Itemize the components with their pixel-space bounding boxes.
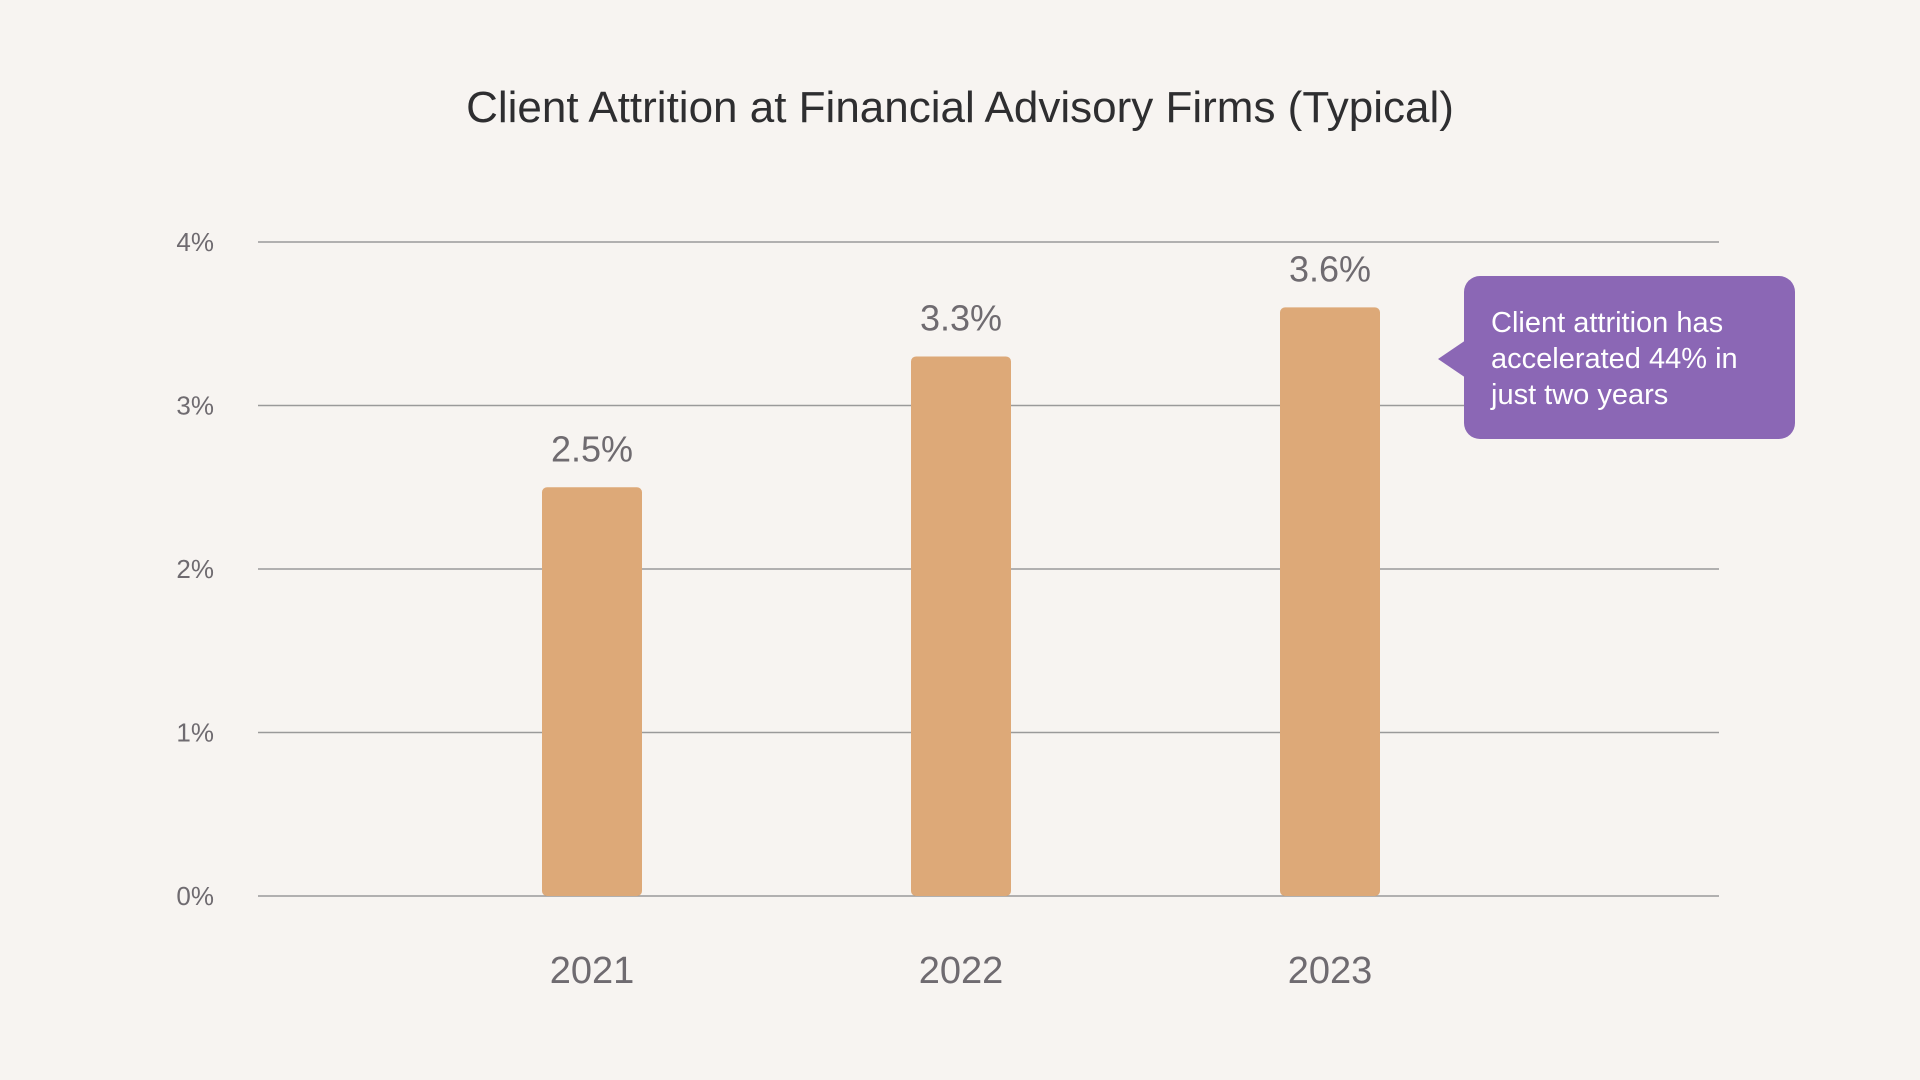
- y-tick-label: 2%: [176, 554, 214, 584]
- x-tick-label-2022: 2022: [919, 950, 1004, 992]
- y-tick-label: 0%: [176, 881, 214, 911]
- x-axis-tick-labels: 2021 2022 2023: [550, 950, 1373, 992]
- bars: [542, 307, 1380, 896]
- bar-2022: [911, 356, 1011, 896]
- value-label-2021: 2.5%: [551, 428, 633, 469]
- value-label-2023: 3.6%: [1289, 248, 1371, 289]
- bar-2023: [1280, 307, 1380, 896]
- x-tick-label-2021: 2021: [550, 950, 635, 992]
- y-tick-label: 3%: [176, 391, 214, 421]
- callout-pointer: [1438, 340, 1466, 378]
- value-labels: 2.5% 3.3% 3.6%: [551, 248, 1371, 469]
- callout-text-line: accelerated 44% in: [1491, 343, 1738, 375]
- callout-text-line: just two years: [1490, 379, 1668, 411]
- x-tick-label-2023: 2023: [1288, 950, 1373, 992]
- annotation-callout: Client attrition has accelerated 44% in ju…: [1438, 276, 1795, 439]
- y-tick-label: 4%: [176, 227, 214, 257]
- bar-2021: [542, 487, 642, 896]
- y-tick-label: 1%: [176, 718, 214, 748]
- chart-title: Client Attrition at Financial Advisory F…: [466, 83, 1454, 132]
- value-label-2022: 3.3%: [920, 297, 1002, 338]
- callout-text-line: Client attrition has: [1491, 307, 1723, 339]
- y-axis-tick-labels: 0% 1% 2% 3% 4%: [176, 227, 214, 911]
- callout-box: [1464, 276, 1795, 439]
